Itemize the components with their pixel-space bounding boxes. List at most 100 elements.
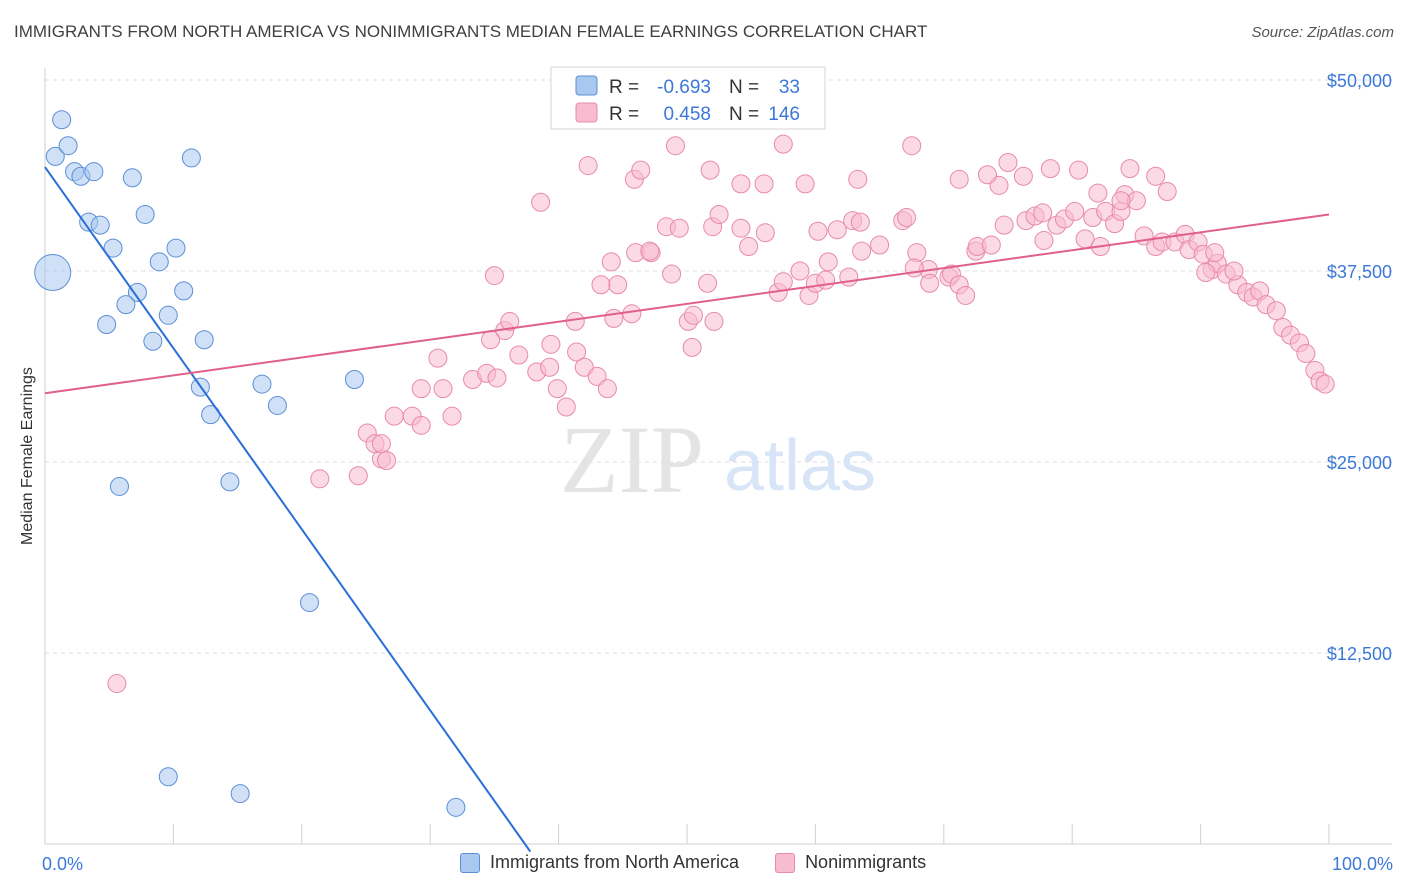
nonimmigrants-point	[540, 357, 560, 377]
immigrants-point	[174, 281, 194, 301]
nonimmigrants-points	[107, 134, 1335, 694]
nonimmigrants-point	[700, 160, 720, 180]
nonimmigrants-point	[902, 136, 922, 156]
immigrants-point	[267, 395, 287, 415]
nonimmigrants-point	[754, 174, 774, 194]
immigrants-trend-line	[44, 166, 532, 853]
nonimmigrants-point	[1205, 243, 1225, 263]
immigrants-point	[149, 252, 169, 272]
nonimmigrants-point	[1013, 166, 1033, 186]
immigrants-point	[230, 784, 250, 804]
nonimmigrants-point	[587, 366, 607, 386]
nonimmigrants-point	[682, 337, 702, 357]
nonimmigrants-point	[433, 379, 453, 399]
nonimmigrants-point	[852, 241, 872, 261]
nonimmigrants-point	[818, 252, 838, 272]
chart-title: IMMIGRANTS FROM NORTH AMERICA VS NONIMMI…	[14, 22, 928, 41]
stats-n-label-1: N =	[729, 77, 759, 98]
immigrants-point	[344, 369, 364, 389]
nonimmigrants-point	[920, 273, 940, 293]
nonimmigrants-point	[773, 272, 793, 292]
watermark-atlas: atlas	[724, 426, 876, 506]
immigrants-point	[135, 204, 155, 224]
nonimmigrants-point	[1034, 230, 1054, 250]
stats-n-label-2: N =	[729, 104, 759, 125]
stats-n-value-1: 33	[779, 77, 800, 98]
nonimmigrants-point	[956, 285, 976, 305]
watermark-zip: ZIP	[560, 406, 704, 513]
nonimmigrants-point	[848, 169, 868, 189]
immigrants-points	[34, 110, 466, 817]
legend-swatch-blue	[460, 852, 480, 873]
nonimmigrants-point	[1069, 160, 1089, 180]
nonimmigrants-point	[481, 330, 501, 350]
immigrants-point	[122, 168, 142, 188]
nonimmigrants-point	[977, 165, 997, 185]
nonimmigrants-point	[574, 357, 594, 377]
y-axis-label: Median Female Earnings	[19, 367, 36, 545]
nonimmigrants-point	[808, 221, 828, 241]
stats-r-label-1: R =	[609, 77, 639, 98]
nonimmigrants-point	[371, 434, 391, 454]
nonimmigrants-point	[827, 220, 847, 240]
nonimmigrants-point	[1296, 344, 1316, 364]
axis-layer: $12,500 $25,000 $37,500 $50,000 0.0% 100.0%	[42, 68, 1393, 874]
nonimmigrants-point	[683, 305, 703, 325]
watermark: ZIP atlas	[560, 406, 876, 513]
legend-swatch-pink	[775, 852, 796, 873]
legend-item-immigrants: Immigrants from North America	[460, 852, 739, 873]
nonimmigrants-point	[601, 252, 621, 272]
nonimmigrants-point	[310, 469, 330, 489]
legend-item-nonimmigrants: Nonimmigrants	[775, 852, 926, 873]
nonimmigrants-point	[428, 348, 448, 368]
nonimmigrants-point	[578, 156, 598, 176]
stats-r-value-1: -0.693	[657, 77, 711, 98]
nonimmigrants-point	[484, 266, 504, 286]
nonimmigrants-point	[565, 311, 585, 331]
nonimmigrants-point	[1196, 263, 1216, 283]
nonimmigrants-point	[839, 267, 859, 287]
nonimmigrants-point	[547, 379, 567, 399]
nonimmigrants-point	[731, 218, 751, 238]
nonimmigrants-point	[591, 275, 611, 295]
nonimmigrants-point	[669, 218, 689, 238]
nonimmigrants-point	[640, 241, 660, 261]
nonimmigrants-point	[870, 235, 890, 255]
nonimmigrants-point	[442, 406, 462, 426]
nonimmigrants-point	[608, 275, 628, 295]
nonimmigrants-point	[1266, 301, 1286, 321]
nonimmigrants-point	[998, 153, 1018, 173]
nonimmigrants-point	[487, 368, 507, 388]
stats-legend-pink-swatch	[575, 102, 598, 123]
bottom-legend: Immigrants from North America Nonimmigra…	[460, 852, 962, 873]
nonimmigrants-point	[897, 208, 917, 228]
nonimmigrants-point	[1315, 374, 1335, 394]
immigrants-point	[52, 110, 72, 130]
nonimmigrants-point	[631, 160, 651, 180]
trend-lines	[44, 166, 1330, 853]
nonimmigrants-point	[665, 136, 685, 156]
immigrants-point	[181, 148, 201, 168]
immigrants-point	[90, 215, 110, 235]
stats-legend-blue-swatch	[575, 75, 598, 96]
nonimmigrants-point	[1088, 183, 1108, 203]
immigrants-point	[158, 767, 178, 787]
stats-r-label-2: R =	[609, 104, 639, 125]
immigrants-point	[116, 295, 136, 315]
nonimmigrants-point	[816, 270, 836, 290]
immigrants-point	[166, 238, 186, 258]
nonimmigrants-point	[731, 174, 751, 194]
nonimmigrants-point	[850, 212, 870, 232]
nonimmigrants-trend-line	[44, 213, 1330, 395]
source-credit: Source: ZipAtlas.com	[1251, 24, 1394, 41]
nonimmigrants-point	[704, 311, 724, 331]
nonimmigrants-point	[698, 273, 718, 293]
y-tick-label: $12,500	[1327, 644, 1392, 664]
nonimmigrants-point	[795, 174, 815, 194]
y-tick-label: $50,000	[1327, 71, 1392, 91]
nonimmigrants-point	[509, 345, 529, 365]
immigrants-point	[252, 374, 272, 394]
nonimmigrants-point	[107, 674, 127, 694]
immigrants-point	[300, 593, 320, 613]
